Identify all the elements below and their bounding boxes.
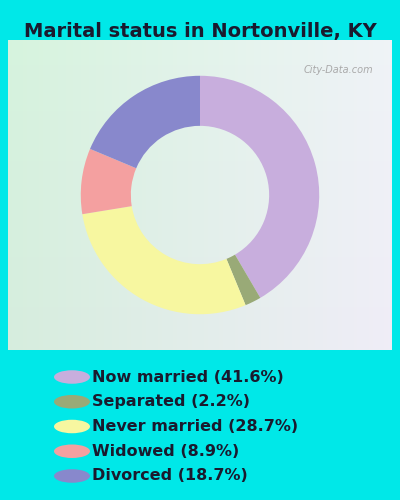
Circle shape xyxy=(54,395,90,408)
Text: City-Data.com: City-Data.com xyxy=(303,65,373,75)
Wedge shape xyxy=(200,76,319,298)
Wedge shape xyxy=(81,149,136,214)
Wedge shape xyxy=(90,76,200,168)
Text: Now married (41.6%): Now married (41.6%) xyxy=(92,370,284,384)
Circle shape xyxy=(54,469,90,483)
Circle shape xyxy=(54,444,90,458)
Circle shape xyxy=(54,420,90,433)
Text: Marital status in Nortonville, KY: Marital status in Nortonville, KY xyxy=(24,22,376,42)
Wedge shape xyxy=(82,206,246,314)
Text: Never married (28.7%): Never married (28.7%) xyxy=(92,419,298,434)
Text: Separated (2.2%): Separated (2.2%) xyxy=(92,394,250,409)
Circle shape xyxy=(54,370,90,384)
Text: Divorced (18.7%): Divorced (18.7%) xyxy=(92,468,248,483)
Text: Widowed (8.9%): Widowed (8.9%) xyxy=(92,444,239,459)
Wedge shape xyxy=(226,254,260,305)
